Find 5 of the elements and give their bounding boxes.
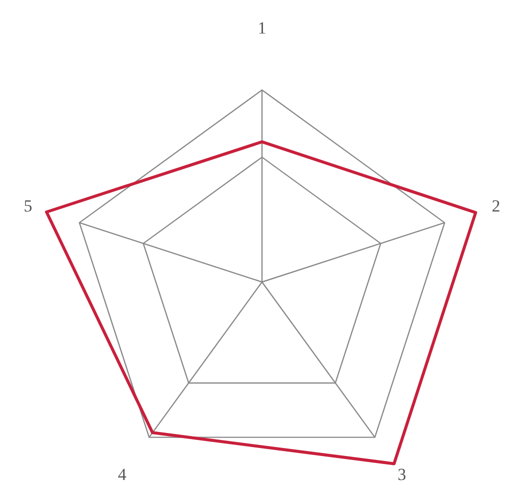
spoke-label: 5 bbox=[24, 196, 32, 216]
spoke-label: 2 bbox=[492, 196, 500, 216]
spoke-label: 3 bbox=[398, 465, 406, 484]
spoke-label: 1 bbox=[258, 18, 266, 38]
spoke-label: 4 bbox=[118, 465, 127, 484]
